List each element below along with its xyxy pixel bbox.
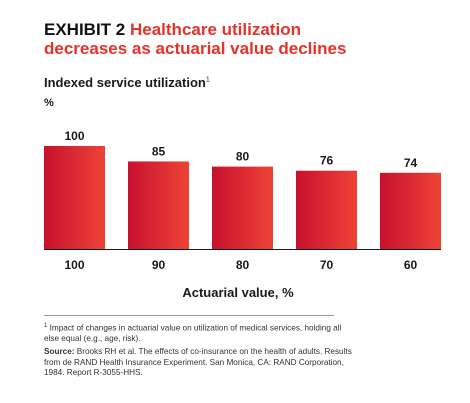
chart-subtitle: Indexed service utilization1 (44, 75, 210, 90)
source-line: Source: Brooks RH et al. The effects of … (44, 347, 354, 379)
title-block: EXHIBIT 2 Healthcare utilization decreas… (44, 20, 454, 58)
data-label-70: 76 (320, 154, 334, 168)
subtitle-text: Indexed service utilization (44, 75, 206, 90)
x-axis-title: Actuarial value, % (182, 285, 294, 300)
bar-100 (44, 146, 105, 249)
source-text: Brooks RH et al. The effects of co-insur… (44, 346, 352, 378)
exhibit-label: EXHIBIT 2 (44, 20, 126, 39)
subtitle-footnote-mark: 1 (205, 76, 210, 84)
footnote-block: 1 Impact of changes in actuarial value o… (44, 321, 354, 381)
x-tick-label-60: 60 (404, 258, 418, 272)
data-label-90: 85 (152, 144, 166, 158)
x-tick-label-100: 100 (64, 258, 84, 272)
footnote-divider (44, 315, 334, 316)
x-tick-label-90: 90 (152, 258, 166, 272)
footnote-text: Impact of changes in actuarial value on … (44, 323, 342, 344)
title-line-1: EXHIBIT 2 Healthcare utilization (44, 20, 454, 39)
data-label-80: 80 (236, 150, 250, 164)
unit-label: % (44, 97, 54, 109)
footnote-text-line: 1 Impact of changes in actuarial value o… (44, 321, 354, 345)
x-tick-label-80: 80 (236, 258, 250, 272)
bar-70 (296, 170, 357, 249)
source-label: Source: (44, 346, 75, 356)
bar-80 (212, 166, 273, 249)
bar-60 (380, 172, 441, 249)
x-tick-label-70: 70 (320, 258, 334, 272)
data-label-100: 100 (64, 129, 84, 143)
footnote-mark: 1 (44, 323, 48, 329)
title-part-1: Healthcare utilization (129, 20, 301, 39)
data-label-60: 74 (404, 156, 418, 170)
bar-90 (128, 161, 189, 249)
bars-layer: 100 100 85 90 80 80 76 70 74 60 (44, 129, 441, 272)
title-part-2: decreases as actuarial value declines (44, 39, 347, 58)
